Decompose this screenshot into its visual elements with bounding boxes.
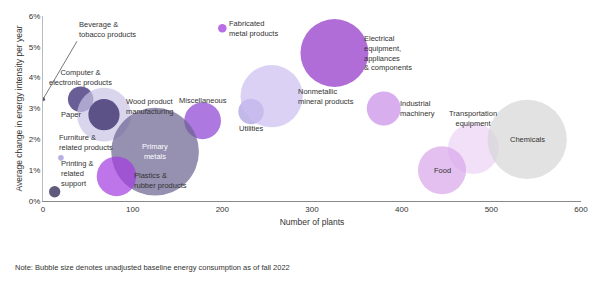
svg-text:Utilities: Utilities <box>239 124 263 133</box>
svg-text:2%: 2% <box>29 135 41 144</box>
svg-text:Beverage &tobacco products: Beverage &tobacco products <box>79 20 136 39</box>
svg-text:6%: 6% <box>29 12 41 21</box>
svg-text:Primarymetals: Primarymetals <box>142 142 168 161</box>
svg-text:Average change in energy inten: Average change in energy intensity per y… <box>14 25 24 191</box>
svg-text:Note: Bubble size denotes unad: Note: Bubble size denotes unadjusted bas… <box>15 263 290 272</box>
svg-text:Number of plants: Number of plants <box>280 217 345 227</box>
svg-text:Electricalequipment,appliances: Electricalequipment,appliances& componen… <box>364 34 412 72</box>
svg-text:Plastics &rubber products: Plastics &rubber products <box>134 171 187 190</box>
svg-text:Chemicals: Chemicals <box>510 135 545 144</box>
svg-text:Industrialmachinery: Industrialmachinery <box>400 99 435 118</box>
svg-text:Computer &electronic products: Computer &electronic products <box>49 68 112 87</box>
svg-text:4%: 4% <box>29 73 41 82</box>
svg-text:Miscellaneous: Miscellaneous <box>179 96 227 105</box>
svg-text:600: 600 <box>574 205 588 214</box>
svg-text:Furniture &related products: Furniture &related products <box>59 133 113 152</box>
svg-text:Wood productmanufacturing: Wood productmanufacturing <box>126 97 174 116</box>
svg-text:500: 500 <box>485 205 499 214</box>
svg-text:100: 100 <box>126 205 140 214</box>
svg-text:0: 0 <box>41 205 46 214</box>
svg-text:3%: 3% <box>29 104 41 113</box>
svg-text:Food: Food <box>434 166 451 175</box>
svg-text:Printing &relatedsupport: Printing &relatedsupport <box>61 159 94 188</box>
svg-text:Transportationequipment: Transportationequipment <box>449 109 497 128</box>
svg-text:300: 300 <box>305 205 319 214</box>
svg-text:Paper: Paper <box>61 110 82 119</box>
svg-text:0%: 0% <box>29 197 41 206</box>
svg-text:400: 400 <box>395 205 409 214</box>
svg-text:5%: 5% <box>29 43 41 52</box>
svg-text:1%: 1% <box>29 166 41 175</box>
svg-text:Nonmetallicmineral products: Nonmetallicmineral products <box>298 87 354 106</box>
svg-text:200: 200 <box>216 205 230 214</box>
svg-text:Fabricatedmetal products: Fabricatedmetal products <box>229 19 278 38</box>
